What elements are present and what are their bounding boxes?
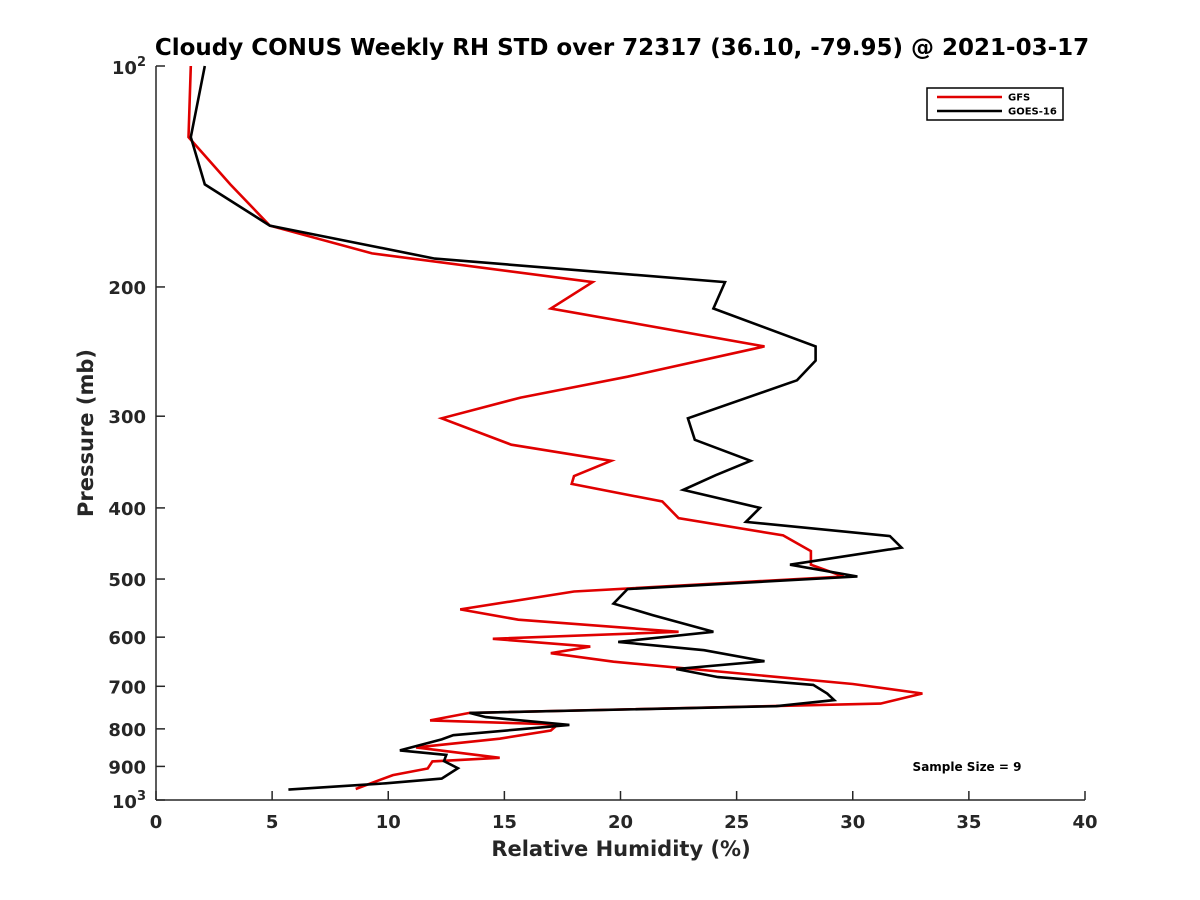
y-tick-label: 500 [108,570,146,591]
y-axis-label: Pressure (mb) [74,349,98,517]
x-tick-label: 20 [608,812,633,833]
x-tick-label: 40 [1072,812,1097,833]
x-tick-label: 0 [150,812,163,833]
x-tick-label: 5 [266,812,279,833]
y-tick-label: 700 [108,677,146,698]
x-tick-label: 30 [840,812,865,833]
x-tick-label: 25 [724,812,749,833]
x-axis-label: Relative Humidity (%) [491,837,750,861]
y-tick-label: 400 [108,499,146,520]
y-tick-label: 200 [108,278,146,299]
x-tick-label: 15 [492,812,517,833]
series-lines [187,65,923,791]
legend-box [926,87,1064,121]
legend-label: GOES-16 [1008,107,1057,118]
y-tick-label-power: 102 [112,55,146,79]
y-tick-label: 300 [108,407,146,428]
sample-size-annotation: Sample Size = 9 [913,760,1022,774]
y-tick-label: 900 [108,757,146,778]
y-tick-label-power: 103 [112,789,146,813]
chart-title: Cloudy CONUS Weekly RH STD over 72317 (3… [155,35,1089,61]
x-axis-ticks: 0 5 10 15 20 25 30 35 40 [150,791,1098,833]
series-line-goes-16 [189,65,905,791]
series-line-gfs [187,65,923,791]
y-axis-ticks: 200 300 400 500 600 700 800 900 102 103 [108,55,165,813]
y-tick-label: 600 [108,628,146,649]
x-tick-label: 35 [956,812,981,833]
y-tick-label: 800 [108,720,146,741]
x-tick-label: 10 [376,812,401,833]
legend: GFS GOES-16 [926,87,1064,121]
legend-label: GFS [1008,93,1030,104]
